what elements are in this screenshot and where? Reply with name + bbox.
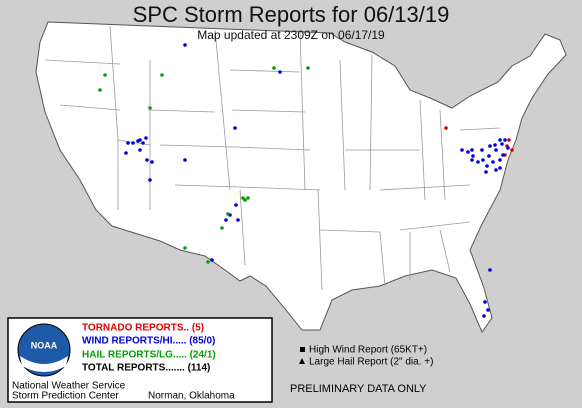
report-dot <box>226 212 230 216</box>
report-dot <box>498 138 502 142</box>
legend-wind: WIND REPORTS/HI..... (85/0) <box>82 336 215 347</box>
report-dot <box>470 158 474 162</box>
report-dot <box>488 144 492 148</box>
report-dot <box>506 146 510 150</box>
report-dot <box>460 148 464 152</box>
report-dot <box>148 178 152 182</box>
report-dot <box>246 196 250 200</box>
report-dot <box>482 314 486 318</box>
report-dot <box>487 154 491 158</box>
report-dot <box>485 164 489 168</box>
report-dot <box>224 218 228 222</box>
report-dot <box>494 148 498 152</box>
report-dot <box>210 258 214 262</box>
report-dot <box>480 148 484 152</box>
report-dot <box>507 138 511 142</box>
subtitle: Map updated at 2309Z on 06/17/19 <box>197 28 385 42</box>
report-dot <box>150 160 154 164</box>
report-dot <box>144 136 148 140</box>
report-dot <box>183 158 187 162</box>
report-dot <box>498 166 502 170</box>
report-dot <box>236 218 240 222</box>
report-dot <box>444 126 448 130</box>
report-dot <box>131 141 135 145</box>
legend-hail: HAIL REPORTS/LG..... (24/1) <box>82 350 216 361</box>
report-dot <box>484 170 488 174</box>
footer-location: Norman, Oklahoma <box>148 391 235 402</box>
report-dot <box>220 226 224 230</box>
report-dot <box>243 198 247 202</box>
report-dot <box>183 43 187 47</box>
footer-nws: National Weather Service <box>12 381 126 392</box>
report-dot <box>486 308 490 312</box>
report-dot <box>138 138 142 142</box>
report-dot <box>103 73 107 77</box>
preliminary: PRELIMINARY DATA ONLY <box>290 383 427 395</box>
report-dot <box>306 66 310 70</box>
legend-total: TOTAL REPORTS....... (114) <box>82 363 210 374</box>
report-dot <box>498 158 502 162</box>
report-dot <box>466 150 470 154</box>
report-dot <box>160 73 164 77</box>
key-triangle <box>299 358 305 364</box>
report-dot <box>234 203 238 207</box>
report-dot <box>471 154 475 158</box>
report-dot <box>141 141 145 145</box>
report-dot <box>278 70 282 74</box>
report-dot <box>138 148 142 152</box>
report-dots <box>98 43 514 318</box>
key-square <box>300 347 305 352</box>
report-dot <box>145 158 149 162</box>
key-high-wind: High Wind Report (65KT+) <box>309 345 427 356</box>
report-dot <box>233 126 237 130</box>
report-dot <box>148 106 152 110</box>
report-dot <box>206 260 210 264</box>
key-large-hail: Large Hail Report (2" dia. +) <box>309 357 433 368</box>
report-dot <box>494 168 498 172</box>
logo-wave <box>20 356 68 372</box>
report-dot <box>488 268 492 272</box>
report-dot <box>500 142 504 146</box>
report-dot <box>510 148 514 152</box>
report-dot <box>493 143 497 147</box>
report-dot <box>98 88 102 92</box>
title: SPC Storm Reports for 06/13/19 <box>133 2 450 27</box>
logo-text: NOAA <box>31 340 58 350</box>
report-dot <box>272 66 276 70</box>
footer-spc: Storm Prediction Center <box>12 391 119 402</box>
report-dot <box>491 160 495 164</box>
report-dot <box>470 148 474 152</box>
report-dot <box>501 153 505 157</box>
us-land <box>35 21 567 334</box>
report-dot <box>483 300 487 304</box>
report-dot <box>124 151 128 155</box>
report-dot <box>126 141 130 145</box>
report-dot <box>503 138 507 142</box>
report-dot <box>481 158 485 162</box>
report-dot <box>183 246 187 250</box>
legend-tornado: TORNADO REPORTS.. (5) <box>82 323 204 334</box>
report-dot <box>476 160 480 164</box>
